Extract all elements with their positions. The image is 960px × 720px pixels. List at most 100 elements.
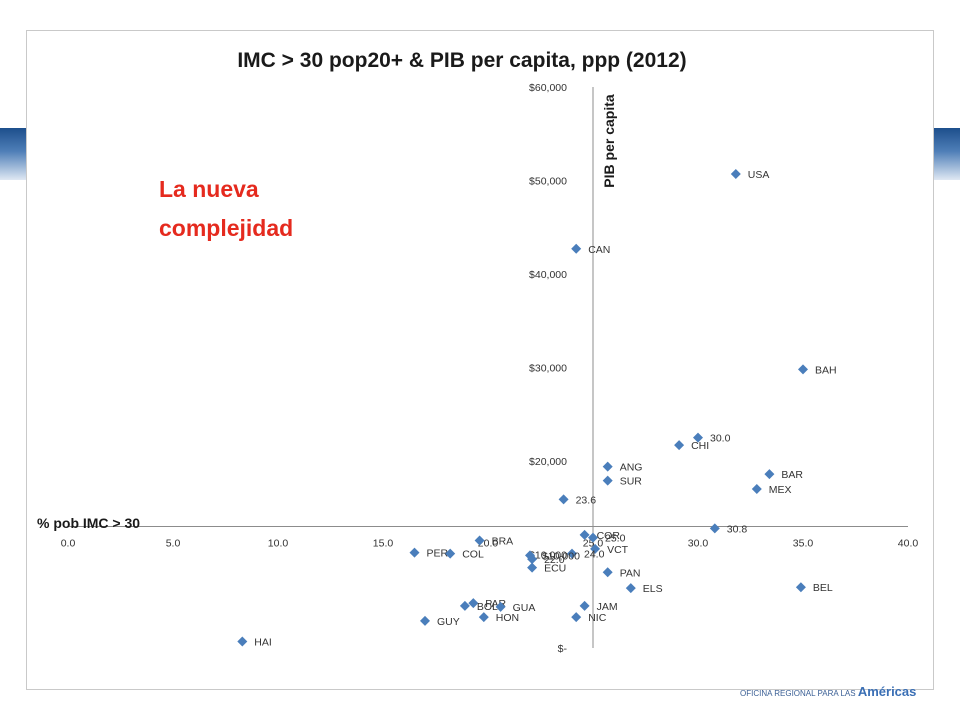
data-point: HON — [478, 612, 519, 624]
x-tick-label: 5.0 — [166, 537, 181, 549]
y-axis-label: PIB per capita — [601, 94, 617, 188]
data-point: ECU — [527, 562, 566, 575]
x-tick-label: 0.0 — [61, 537, 76, 549]
point-marker — [625, 583, 636, 594]
point-marker — [468, 598, 479, 609]
point-marker — [409, 547, 420, 558]
chart-frame: IMC > 30 pop20+ & PIB per capita, ppp (2… — [26, 30, 934, 690]
point-label: ECU — [544, 563, 566, 575]
y-tick-label: $50,000 — [529, 176, 567, 188]
point-label: 22.0 — [544, 554, 565, 566]
y-tick-label: $40,000 — [529, 269, 567, 281]
footer-logo-small: OFICINA REGIONAL PARA LAS — [740, 689, 856, 698]
point-marker — [495, 601, 506, 612]
chart-title: IMC > 30 pop20+ & PIB per capita, ppp (2… — [237, 49, 686, 72]
point-label: ELS — [643, 583, 663, 595]
x-tick-label: 35.0 — [793, 537, 814, 549]
y-tick-label: $60,000 — [529, 82, 567, 94]
point-marker — [459, 600, 470, 611]
data-point: GUA — [495, 601, 536, 614]
point-marker — [420, 615, 430, 626]
y-tick-label: $- — [558, 643, 568, 655]
point-label: VCT — [607, 544, 629, 556]
data-point: CHI — [674, 440, 709, 452]
data-point: CAN — [571, 243, 610, 256]
point-label: HAI — [254, 636, 272, 648]
point-marker — [567, 548, 577, 559]
point-marker — [602, 567, 613, 578]
point-label: PAN — [620, 567, 641, 579]
point-label: USA — [748, 169, 770, 181]
data-point: 30.0 — [693, 432, 731, 445]
point-label: 25.0 — [605, 533, 626, 545]
point-label: HON — [496, 612, 519, 624]
point-marker — [674, 440, 685, 451]
point-label: GUA — [513, 602, 536, 614]
point-marker — [571, 612, 582, 623]
x-tick-labels: 0.0 5.0 10.0 15.0 20.0 25.0 30.0 35.0 40.0 — [61, 537, 919, 549]
data-point: BEL — [795, 582, 833, 594]
header-band-right — [934, 128, 960, 180]
point-label: BAR — [781, 469, 803, 481]
point-label: JAM — [597, 601, 618, 613]
point-label: NIC — [588, 612, 607, 624]
point-label: MEX — [769, 484, 792, 496]
point-marker — [579, 600, 590, 611]
point-label: BAH — [815, 364, 837, 376]
point-label: 30.8 — [727, 523, 748, 535]
data-point: BRA — [474, 535, 514, 547]
point-label: BEL — [813, 582, 833, 594]
data-point: PAN — [602, 567, 641, 579]
data-point: NIC — [571, 612, 607, 624]
point-label: $10,000 — [542, 550, 580, 562]
y-tick-labels: $- $10,000 $20,000 $30,000 $40,000 $50,000 $60… — [529, 82, 567, 655]
point-marker — [579, 529, 590, 540]
point-marker — [478, 612, 489, 623]
data-point: HAI — [237, 636, 272, 648]
x-tick-label: 15.0 — [373, 537, 394, 549]
point-marker — [764, 469, 775, 480]
x-tick-label: 10.0 — [268, 537, 289, 549]
note-line-1: La nueva — [159, 176, 259, 202]
point-label: ANG — [620, 462, 643, 474]
data-point: ANG — [602, 461, 643, 474]
point-label: CHI — [691, 440, 709, 452]
data-point: ELS — [625, 583, 663, 595]
data-point: 22.0 — [527, 554, 565, 566]
data-point: VCT — [590, 543, 629, 556]
point-label: 30.0 — [710, 433, 731, 445]
point-label: CAN — [588, 244, 610, 256]
data-point: USA — [730, 168, 770, 181]
point-marker — [693, 432, 703, 443]
scatter-chart: IMC > 30 pop20+ & PIB per capita, ppp (2… — [37, 49, 919, 655]
point-label: 24.0 — [584, 549, 605, 561]
point-marker — [798, 364, 808, 375]
y-tick-label: $30,000 — [529, 363, 567, 375]
point-marker — [571, 243, 582, 254]
x-tick-label: 25.0 — [583, 537, 604, 549]
y-tick-label: $20,000 — [529, 456, 567, 468]
point-label: BRA — [492, 535, 514, 547]
header-band-left — [0, 128, 26, 180]
point-label: BOL — [477, 601, 498, 613]
point-marker — [751, 484, 762, 495]
footer-logo: OFICINA REGIONAL PARA LAS Américas — [740, 684, 916, 699]
data-point: BOL — [459, 600, 498, 613]
point-marker — [602, 461, 613, 472]
data-point: COL — [445, 548, 484, 561]
data-point: JAM — [579, 600, 618, 613]
point-label: PER — [427, 548, 449, 560]
point-marker — [527, 554, 538, 565]
point-marker — [237, 636, 248, 647]
x-tick-label: 30.0 — [688, 537, 709, 549]
point-marker — [474, 535, 485, 546]
x-tick-label: 40.0 — [898, 537, 919, 549]
y-tick-label: $10,000 — [529, 550, 567, 562]
note-line-2: complejidad — [159, 215, 293, 241]
point-marker — [558, 494, 569, 505]
footer-logo-big: Américas — [857, 684, 917, 699]
point-label: SUR — [620, 476, 643, 488]
data-point: PER — [409, 547, 449, 560]
point-marker — [795, 582, 806, 593]
